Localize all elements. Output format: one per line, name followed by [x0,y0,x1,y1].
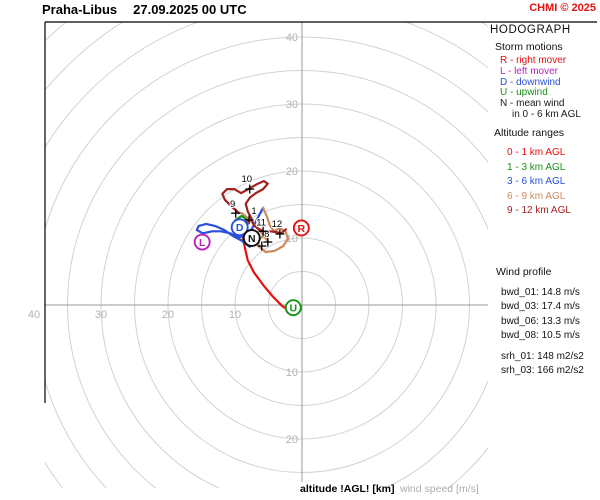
trace-segment-3-6-km-agl [195,206,265,248]
srh-value: srh_01: 148 m2/s2 [501,351,584,362]
storm-motions-title: Storm motions [495,41,563,53]
storm-marker-letter: R [298,223,306,235]
sidebar-heading: HODOGRAPH [490,24,571,36]
ring-tick-label: 30 [286,99,298,111]
copyright-label: CHMI © 2025 [529,2,596,14]
ring-tick-label: 40 [28,309,40,321]
axis-caption-wind-speed: wind speed [m/s] [400,483,479,495]
storm-marker-R: R [292,219,310,237]
ring-tick-label: 20 [162,309,174,321]
wind-profile-srh-list: srh_01: 148 m2/s2 srh_03: 166 m2/s2 [501,350,584,379]
storm-motions-legend: R - right mover L - left mover D - downwin… [500,55,581,121]
bwd-value: bwd_06: 13.3 m/s [501,315,580,327]
ring-tick-label: 40 [286,32,298,44]
storm-marker-circle [242,229,261,247]
storm-motion-legend-item: U - upwind [500,87,548,99]
storm-marker-D: D [230,218,249,237]
altitude-mark-label: 8 [264,229,269,240]
altitude-mark-label: 10 [241,174,252,185]
altitude-range-legend-item: 6 - 9 km AGL [507,190,566,202]
storm-marker-circle [284,299,302,317]
ring-tick-label: 30 [95,309,107,321]
storm-marker-letter: N [248,233,256,245]
ring-tick-label: 10 [229,309,241,321]
srh-value: srh_03: 166 m2/s2 [501,365,584,377]
ring-tick-label: 20 [286,166,298,178]
storm-motion-legend-item: R - right mover [500,55,567,66]
altitude-mark: 8 [263,228,273,247]
altitude-mark: 12 [271,218,285,239]
storm-motion-legend-item: D - downwind [500,76,561,88]
storm-marker-circle [230,218,249,237]
altitude-range-legend-item: 3 - 6 km AGL [507,176,566,188]
storm-marker-circle [193,233,211,251]
altitude-range-legend-item: 9 - 12 km AGL [507,205,571,217]
ring-tick-label: 20 [286,434,298,446]
station-name: Praha-Libus [42,2,118,17]
altitude-mark [257,241,267,251]
sounding-datetime: 27.09.2025 00 UTC [133,2,247,17]
storm-marker-letter: D [236,222,244,234]
page-title: Praha-Libus 27.09.2025 00 UTC [42,2,247,17]
altitude-mark-label: 9 [230,199,235,210]
storm-motion-legend-item: L - left mover [500,65,558,77]
wind-profile-bwd-list: bwd_01: 14.8 m/s bwd_03: 17.4 m/s bwd_06: … [501,286,580,344]
altitude-mark-label: 12 [272,219,283,230]
altitude-mark: 11 [255,216,268,236]
ring-tick-label: 10 [286,233,298,245]
altitude-ranges-legend: 0 - 1 km AGL 1 - 3 km AGL 3 - 6 km AGL 6 - … [507,146,571,219]
bwd-value: bwd_01: 14.8 m/s [501,287,580,298]
storm-motion-legend-item: in 0 - 6 km AGL [512,108,581,120]
altitude-mark: 1 [244,205,258,225]
altitude-range-legend-item: 1 - 3 km AGL [507,161,566,173]
storm-marker-letter: L [199,237,206,249]
altitude-ranges-title: Altitude ranges [494,127,565,139]
wind-profile-title: Wind profile [496,266,552,278]
bwd-value: bwd_08: 10.5 m/s [501,330,580,342]
storm-marker-letter: U [289,302,297,314]
altitude-mark: 10 [240,173,255,194]
altitude-range-legend-item: 0 - 1 km AGL [507,147,566,158]
storm-marker-U: U [284,299,302,317]
altitude-mark-label: 11 [256,217,266,228]
altitude-mark: 9 [229,198,241,218]
storm-marker-L: L [193,233,211,251]
bwd-value: bwd_03: 17.4 m/s [501,301,580,313]
axis-caption-altitude: altitude !AGL! [km] [300,483,395,495]
storm-marker-circle [292,219,310,237]
altitude-mark-label: 1 [251,206,256,217]
ring-tick-label: 10 [286,367,298,379]
storm-motion-legend-item: N - mean wind [500,98,565,110]
storm-marker-N: N [242,229,261,247]
